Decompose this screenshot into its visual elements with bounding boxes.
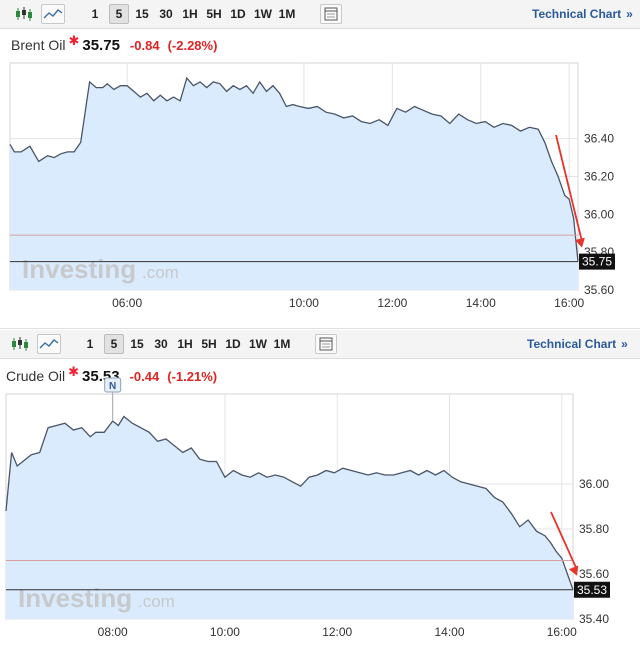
chevron-right-icon: » xyxy=(626,7,633,21)
crude-price-chart[interactable]: Investing .com 36.00 35.80 35.60 35.40 08:00 10… xyxy=(0,330,640,662)
interval-1m[interactable]: 1M xyxy=(273,337,291,351)
interval-15[interactable]: 15 xyxy=(135,7,149,21)
x-tick-label: 12:00 xyxy=(377,296,407,310)
interval-1w[interactable]: 1W xyxy=(249,337,267,351)
chart-settings-icon[interactable] xyxy=(315,334,337,354)
down-arrow-icon xyxy=(555,134,583,242)
price-tag-label: 35.53 xyxy=(577,583,607,597)
price-change: -0.84 xyxy=(129,38,160,53)
price-change: -0.44 xyxy=(129,369,160,384)
x-tick-label: 16:00 xyxy=(554,296,584,310)
y-tick-label: 36.40 xyxy=(584,132,614,146)
interval-1w[interactable]: 1W xyxy=(254,7,272,21)
y-tick-label: 35.60 xyxy=(579,567,609,581)
interval-1m[interactable]: 1M xyxy=(278,7,296,21)
interval-1h[interactable]: 1H xyxy=(182,7,198,21)
instrument-name: Crude Oil xyxy=(6,368,66,384)
candlestick-chart-icon[interactable] xyxy=(14,4,36,24)
price-area xyxy=(6,416,573,619)
chart-settings-icon[interactable] xyxy=(320,4,342,24)
investing-watermark: Investing xyxy=(22,254,136,284)
interval-5h[interactable]: 5H xyxy=(206,7,222,21)
price-line xyxy=(9,76,579,262)
y-tick-label: 35.40 xyxy=(579,612,609,626)
price-change-percent: (-1.21%) xyxy=(167,369,218,384)
down-arrow-head-icon xyxy=(568,565,579,576)
interval-15[interactable]: 15 xyxy=(130,337,144,351)
chevron-right-icon: » xyxy=(621,337,628,351)
interval-1d[interactable]: 1D xyxy=(230,7,246,21)
x-tick-label: 10:00 xyxy=(289,296,319,310)
y-tick-label: 36.00 xyxy=(579,477,609,491)
price-tag-box xyxy=(574,581,610,598)
realtime-star-icon: ✱ xyxy=(68,33,80,48)
interval-1[interactable]: 1 xyxy=(86,337,94,351)
interval-5[interactable]: 5 xyxy=(109,4,129,24)
investing-watermark-suffix: .com xyxy=(138,592,175,611)
interval-30[interactable]: 30 xyxy=(154,337,168,351)
technical-chart-link[interactable]: Technical Chart » xyxy=(532,7,633,21)
chart-toolbar: 1 5 15 30 1H 5H 1D 1W 1M Technical Chart… xyxy=(0,0,640,29)
interval-30[interactable]: 30 xyxy=(159,7,173,21)
candlestick-chart-icon[interactable] xyxy=(10,334,32,354)
price-tag-label: 35.75 xyxy=(582,255,612,269)
y-tick-label: 35.60 xyxy=(584,283,614,297)
x-tick-label: 12:00 xyxy=(322,625,352,639)
price-tag-box xyxy=(579,253,615,270)
y-tick-label: 35.80 xyxy=(579,522,609,536)
news-marker-box xyxy=(104,377,122,393)
x-tick-label: 10:00 xyxy=(210,625,240,639)
brent-panel: 1 5 15 30 1H 5H 1D 1W 1M Technical Chart… xyxy=(0,0,640,310)
y-tick-label: 36.20 xyxy=(584,170,614,184)
interval-1h[interactable]: 1H xyxy=(177,337,193,351)
crude-panel: 1 5 15 30 1H 5H 1D 1W 1M Technical Chart… xyxy=(0,330,640,662)
interval-5[interactable]: 5 xyxy=(104,334,124,354)
chart-toolbar: 1 5 15 30 1H 5H 1D 1W 1M Technical Chart… xyxy=(0,330,640,359)
down-arrow-head-icon xyxy=(575,237,585,248)
price-line xyxy=(5,415,574,590)
technical-chart-label: Technical Chart xyxy=(527,337,617,351)
quote-header: Crude Oil ✱ 35.53 -0.44 (-1.21%) xyxy=(6,364,218,390)
quote-header: Brent Oil ✱ 35.75 -0.84 (-2.28%) xyxy=(11,33,218,59)
price-change-percent: (-2.28%) xyxy=(167,38,218,53)
last-price: 35.75 xyxy=(82,37,120,54)
area-chart-icon[interactable] xyxy=(41,4,65,24)
price-area xyxy=(10,78,578,290)
x-tick-label: 14:00 xyxy=(466,296,496,310)
realtime-star-icon: ✱ xyxy=(68,364,80,379)
brent-price-chart[interactable]: Investing .com36.4036.2036.0035.8035.6006… xyxy=(0,0,640,310)
area-chart-icon[interactable] xyxy=(37,334,61,354)
interval-1[interactable]: 1 xyxy=(91,7,99,21)
investing-watermark: Investing xyxy=(18,583,132,613)
panel-divider xyxy=(0,328,640,329)
interval-5h[interactable]: 5H xyxy=(201,337,217,351)
x-tick-label: 06:00 xyxy=(112,296,142,310)
down-arrow-icon xyxy=(550,511,578,571)
technical-chart-label: Technical Chart xyxy=(532,7,622,21)
x-tick-label: 08:00 xyxy=(98,625,128,639)
technical-chart-link[interactable]: Technical Chart » xyxy=(527,337,628,351)
investing-watermark-suffix: .com xyxy=(142,263,179,282)
y-tick-label: 36.00 xyxy=(584,207,614,221)
x-tick-label: 16:00 xyxy=(547,625,577,639)
x-tick-label: 14:00 xyxy=(434,625,464,639)
interval-1d[interactable]: 1D xyxy=(225,337,241,351)
news-marker-icon: N xyxy=(109,381,116,392)
instrument-name: Brent Oil xyxy=(11,37,66,53)
